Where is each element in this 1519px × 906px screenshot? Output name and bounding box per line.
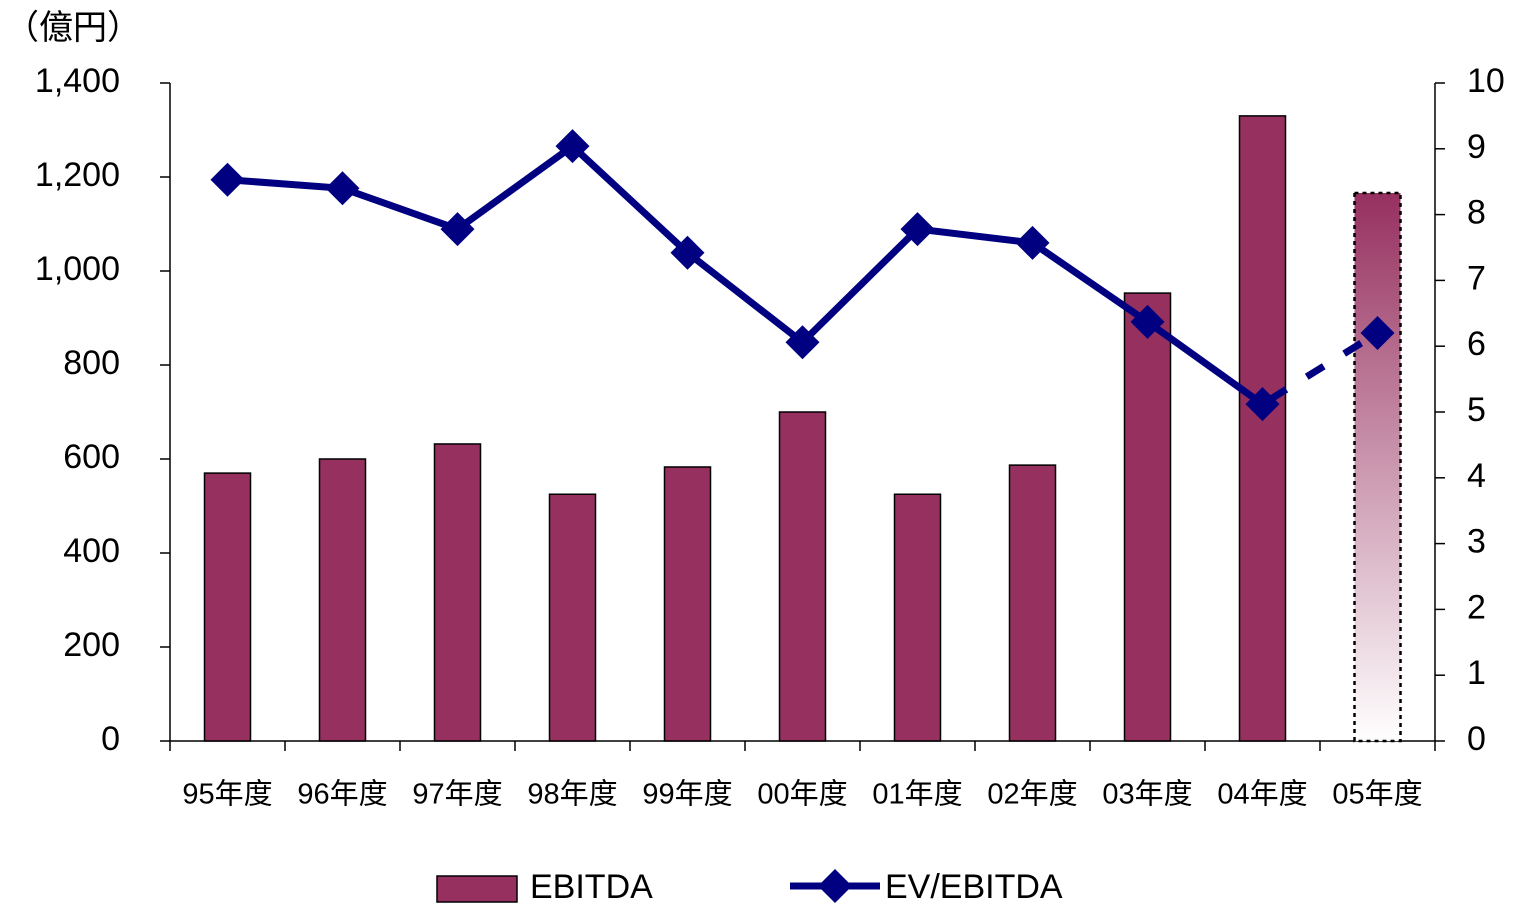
line-marker (210, 162, 245, 197)
legend-marker (818, 869, 852, 903)
x-tick-label: 01年度 (872, 778, 962, 811)
y2-tick-label: 9 (1467, 128, 1486, 166)
line-marker (440, 212, 475, 247)
x-tick-label: 99年度 (642, 778, 732, 811)
line-marker (785, 325, 820, 360)
x-tick-label: 05年度 (1332, 778, 1422, 811)
forecast-line (1260, 330, 1380, 408)
y-tick-label: 0 (101, 720, 120, 758)
y2-tick-label: 10 (1467, 62, 1505, 100)
bar (548, 493, 597, 742)
line-marker (1360, 316, 1395, 351)
y2-tick-label: 0 (1467, 720, 1486, 758)
x-tick-label: 04年度 (1217, 778, 1307, 811)
line-marker (900, 212, 935, 247)
line-marker (555, 129, 590, 164)
line (227, 141, 1265, 407)
y-tick-label: 400 (63, 532, 120, 570)
bar (1008, 464, 1057, 742)
y-tick-label: 600 (63, 438, 120, 476)
y2-tick-label: 1 (1467, 654, 1486, 692)
bar (203, 472, 252, 742)
line-marker (1130, 304, 1165, 339)
bar (893, 493, 942, 742)
x-tick-label: 96年度 (297, 778, 387, 811)
bar (433, 443, 482, 742)
y-tick-label: 1,400 (35, 62, 120, 100)
y-tick-label: 200 (63, 626, 120, 664)
x-tick-label: 98年度 (527, 778, 617, 811)
y2-tick-label: 6 (1467, 325, 1486, 363)
y2-tick-label: 3 (1467, 523, 1486, 561)
legend-swatch (436, 875, 518, 903)
y-tick-label: 1,000 (35, 250, 120, 288)
legend-label: EBITDA (530, 868, 653, 906)
y2-tick-label: 5 (1467, 391, 1486, 429)
y2-tick-label: 2 (1467, 588, 1486, 626)
bar (1238, 115, 1287, 742)
line-marker (325, 171, 360, 206)
legend-label: EV/EBITDA (885, 868, 1063, 906)
y-tick-label: 800 (63, 344, 120, 382)
line-marker (670, 235, 705, 270)
forecast-bar (1353, 191, 1402, 743)
bar (1123, 292, 1172, 742)
x-tick-label: 02年度 (987, 778, 1077, 811)
y-unit-label: （億円） (5, 9, 141, 47)
y2-tick-label: 4 (1467, 457, 1486, 495)
line-marker (1245, 387, 1280, 422)
x-tick-label: 97年度 (412, 778, 502, 811)
y2-tick-label: 7 (1467, 259, 1486, 297)
bar (318, 458, 367, 742)
bar (778, 411, 827, 742)
line-marker (1015, 225, 1050, 260)
x-tick-label: 03年度 (1102, 778, 1192, 811)
y-tick-label: 1,200 (35, 156, 120, 194)
x-tick-label: 95年度 (182, 778, 272, 811)
bar (663, 466, 712, 742)
y2-tick-label: 8 (1467, 194, 1486, 232)
x-tick-label: 00年度 (757, 778, 847, 811)
